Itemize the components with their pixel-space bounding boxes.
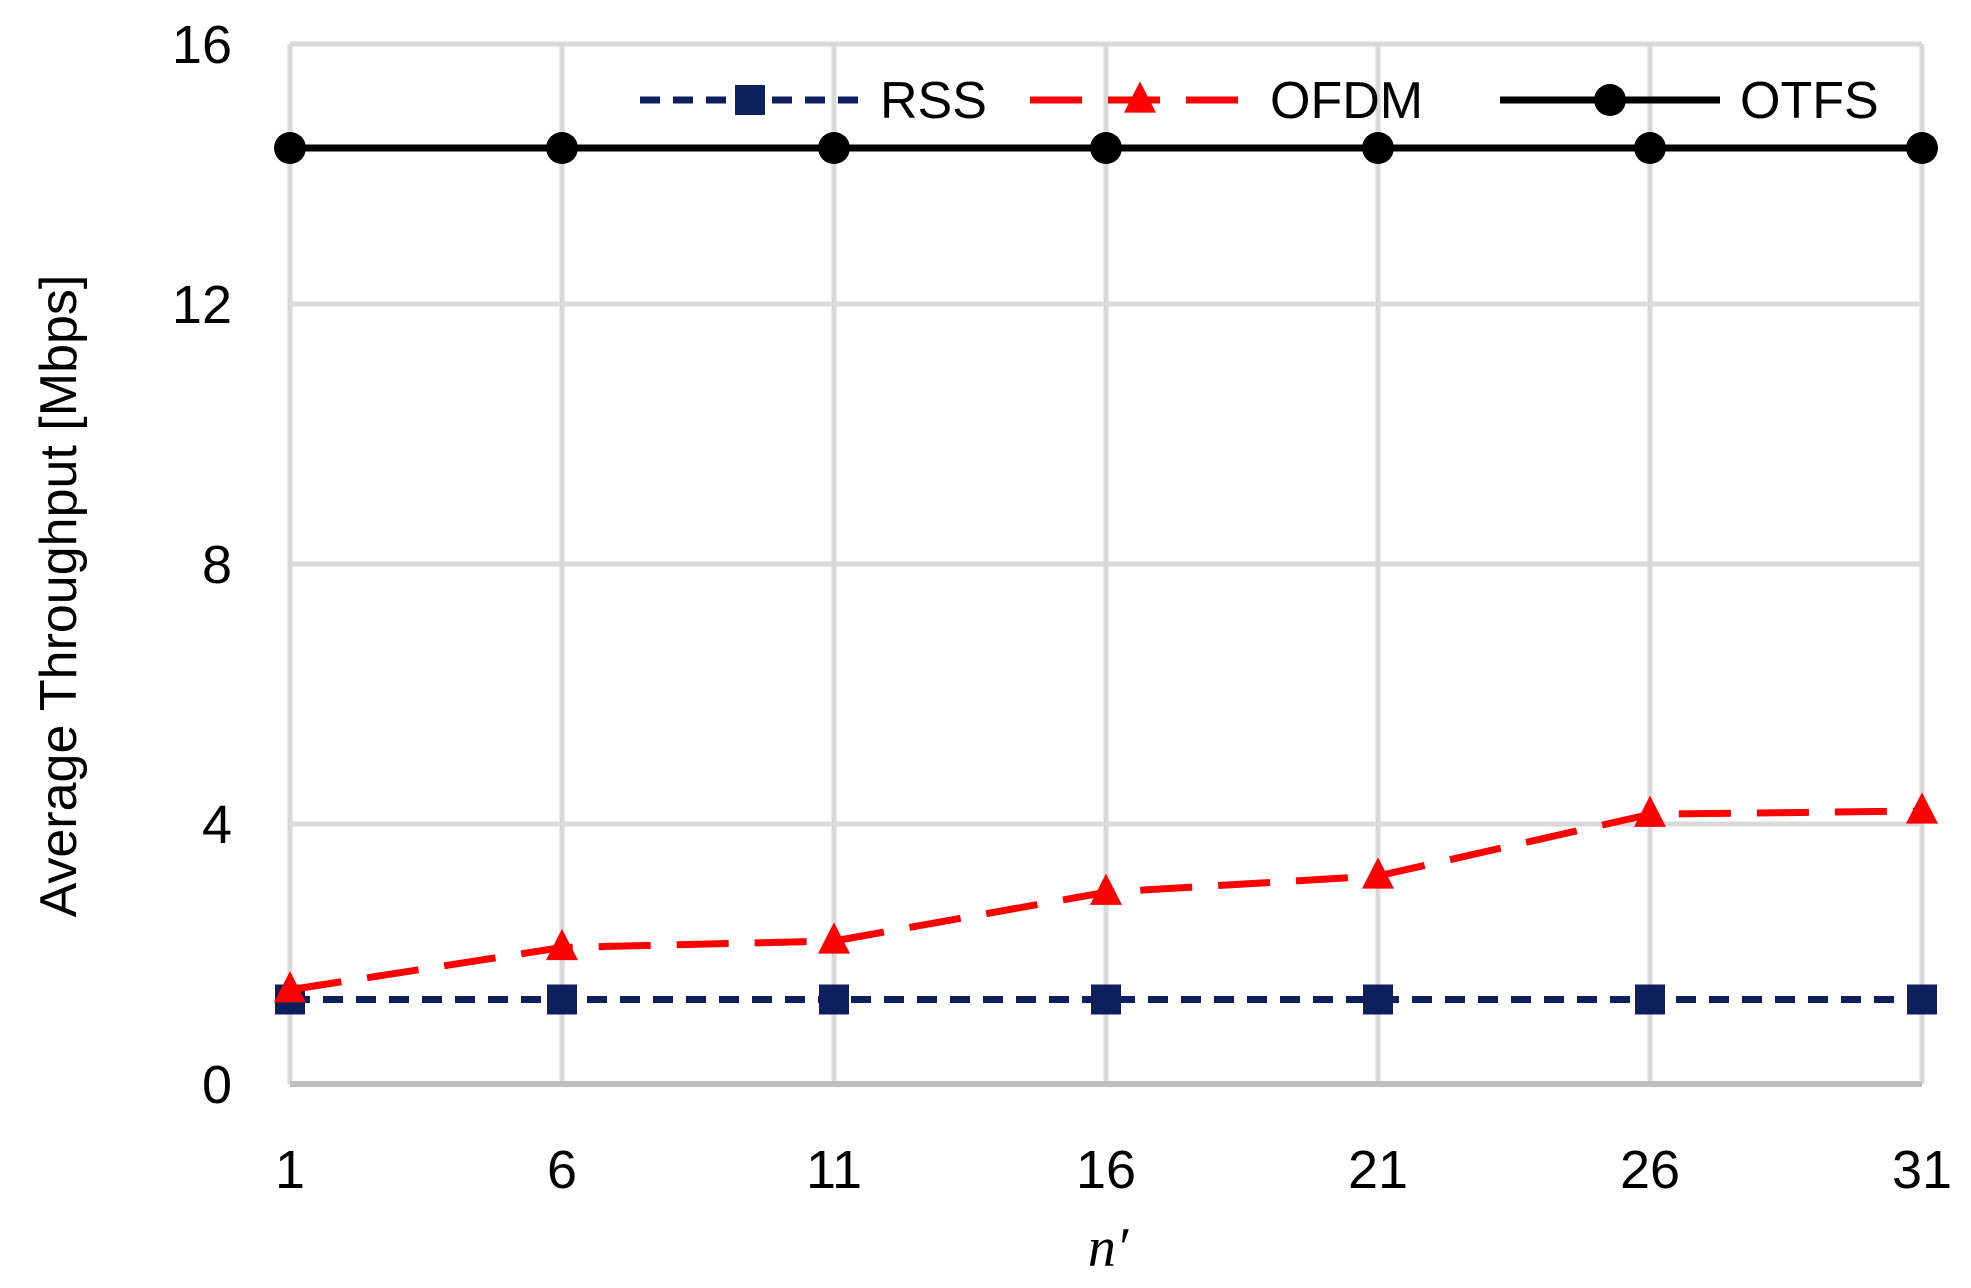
y-axis-title: Average Throughput [Mbps]: [30, 275, 88, 918]
series-rss: [275, 984, 1937, 1015]
legend-marker-rss: [735, 85, 765, 115]
legend-item-otfs: OTFS: [1500, 72, 1879, 130]
data-point-otfs-2: [818, 132, 850, 164]
data-point-ofdm-2: [818, 922, 850, 954]
grid-lines: [287, 41, 1925, 1084]
data-point-rss-5: [1635, 984, 1665, 1015]
series-layer: [274, 132, 1938, 1015]
data-point-ofdm-4: [1362, 857, 1394, 889]
legend-label-ofdm: OFDM: [1270, 72, 1423, 130]
data-point-otfs-6: [1906, 132, 1938, 164]
data-point-ofdm-3: [1090, 873, 1122, 905]
legend-label-rss: RSS: [880, 72, 987, 130]
data-point-ofdm-6: [1906, 792, 1938, 824]
legend-marker-ofdm: [1124, 81, 1156, 113]
x-tick-label-0: 1: [275, 1140, 305, 1200]
data-point-rss-4: [1363, 984, 1393, 1015]
x-tick-label-6: 31: [1892, 1140, 1952, 1200]
data-point-rss-1: [547, 984, 577, 1015]
legend: RSS OFDM OTFS: [640, 72, 1879, 130]
data-point-otfs-4: [1362, 132, 1394, 164]
data-point-otfs-3: [1090, 132, 1122, 164]
x-tick-label-5: 26: [1620, 1140, 1680, 1200]
x-tick-label-1: 6: [547, 1140, 577, 1200]
legend-marker-otfs: [1594, 84, 1626, 116]
x-tick-label-3: 16: [1076, 1140, 1136, 1200]
y-tick-label-3: 12: [172, 275, 232, 335]
legend-label-otfs: OTFS: [1740, 72, 1879, 130]
data-point-rss-6: [1907, 984, 1937, 1015]
data-point-rss-2: [819, 984, 849, 1015]
data-point-otfs-1: [546, 132, 578, 164]
data-point-ofdm-5: [1634, 795, 1666, 827]
data-point-otfs-5: [1634, 132, 1666, 164]
y-tick-label-4: 16: [172, 15, 232, 75]
y-tick-label-2: 8: [202, 535, 232, 595]
data-point-rss-3: [1091, 984, 1121, 1015]
series-otfs: [274, 132, 1938, 164]
data-point-otfs-0: [274, 132, 306, 164]
legend-item-rss: RSS: [640, 72, 987, 130]
series-ofdm: [274, 792, 1938, 1003]
data-point-ofdm-1: [546, 928, 578, 961]
x-tick-label-2: 11: [806, 1140, 862, 1200]
y-tick-label-1: 4: [202, 795, 232, 855]
legend-item-ofdm: OFDM: [1030, 72, 1423, 130]
x-tick-label-4: 21: [1348, 1140, 1408, 1200]
data-point-ofdm-0: [274, 971, 306, 1003]
y-tick-label-0: 0: [202, 1055, 232, 1115]
x-axis-title: n′: [1088, 1217, 1129, 1279]
